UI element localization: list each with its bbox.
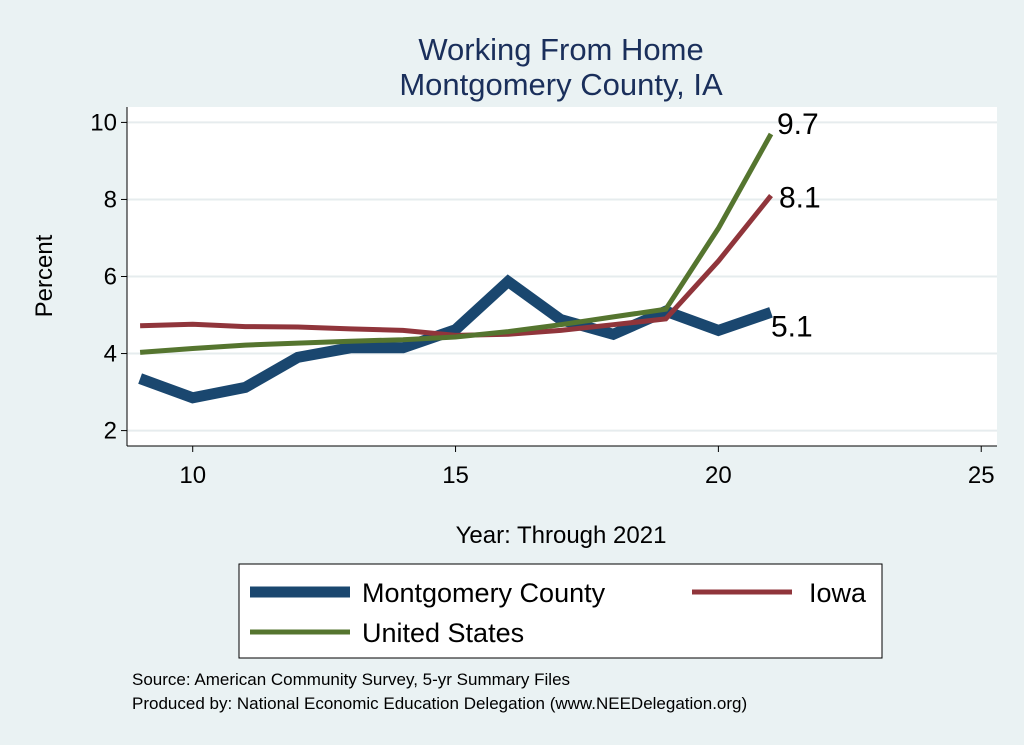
chart-title-line-2: Montgomery County, IA xyxy=(399,67,723,102)
legend-label-united-states: United States xyxy=(362,618,524,648)
y-axis-ticks: 2 4 6 8 10 xyxy=(90,109,127,445)
legend-label-iowa: Iowa xyxy=(809,578,867,608)
x-tick-label-25: 25 xyxy=(968,462,995,489)
chart-title-line-1: Working From Home xyxy=(418,32,703,67)
end-label-united-states: 9.7 xyxy=(777,108,819,141)
x-axis-title: Year: Through 2021 xyxy=(456,522,667,549)
x-tick-label-15: 15 xyxy=(442,462,469,489)
y-tick-label-4: 4 xyxy=(104,341,117,368)
produced-by-note: Produced by: National Economic Education… xyxy=(132,694,747,713)
end-labels: 5.1 8.1 9.7 xyxy=(771,108,821,343)
y-axis-title: Percent xyxy=(31,234,58,317)
end-label-iowa: 8.1 xyxy=(779,182,821,215)
x-tick-label-20: 20 xyxy=(705,462,732,489)
legend-box xyxy=(238,563,883,659)
x-axis-ticks: 10 15 20 25 xyxy=(179,446,995,489)
series-lines xyxy=(138,132,774,404)
y-tick-label-6: 6 xyxy=(104,264,117,291)
y-tick-label-10: 10 xyxy=(90,109,117,136)
x-tick-label-10: 10 xyxy=(179,462,206,489)
gridlines xyxy=(127,121,997,432)
line-united-states xyxy=(139,132,774,355)
source-note: Source: American Community Survey, 5-yr … xyxy=(132,670,570,689)
y-tick-label-8: 8 xyxy=(104,186,117,213)
y-tick-label-2: 2 xyxy=(104,418,117,445)
legend-label-montgomery-county: Montgomery County xyxy=(362,578,606,608)
legend: Montgomery County Iowa United States xyxy=(238,563,883,659)
end-label-montgomery-county: 5.1 xyxy=(771,310,813,343)
